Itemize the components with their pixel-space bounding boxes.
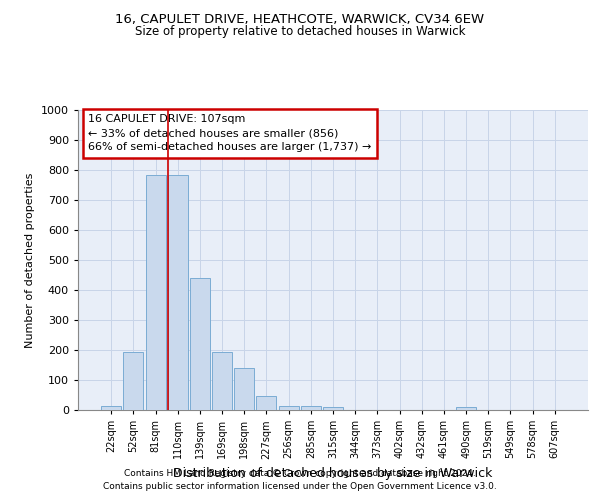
Bar — [190, 278, 210, 410]
Text: Contains public sector information licensed under the Open Government Licence v3: Contains public sector information licen… — [103, 482, 497, 491]
Bar — [168, 174, 188, 410]
Bar — [301, 406, 321, 410]
Text: 16 CAPULET DRIVE: 107sqm
← 33% of detached houses are smaller (856)
66% of semi-: 16 CAPULET DRIVE: 107sqm ← 33% of detach… — [88, 114, 371, 152]
Text: Size of property relative to detached houses in Warwick: Size of property relative to detached ho… — [135, 25, 465, 38]
Bar — [456, 407, 476, 410]
Bar — [323, 407, 343, 410]
Bar — [234, 368, 254, 410]
Text: Contains HM Land Registry data © Crown copyright and database right 2024.: Contains HM Land Registry data © Crown c… — [124, 468, 476, 477]
Bar — [146, 174, 166, 410]
Y-axis label: Number of detached properties: Number of detached properties — [25, 172, 35, 348]
Bar — [101, 406, 121, 410]
Bar — [278, 406, 299, 410]
Bar — [256, 396, 277, 410]
Bar — [124, 352, 143, 410]
X-axis label: Distribution of detached houses by size in Warwick: Distribution of detached houses by size … — [173, 467, 493, 480]
Bar — [212, 352, 232, 410]
Text: 16, CAPULET DRIVE, HEATHCOTE, WARWICK, CV34 6EW: 16, CAPULET DRIVE, HEATHCOTE, WARWICK, C… — [115, 12, 485, 26]
